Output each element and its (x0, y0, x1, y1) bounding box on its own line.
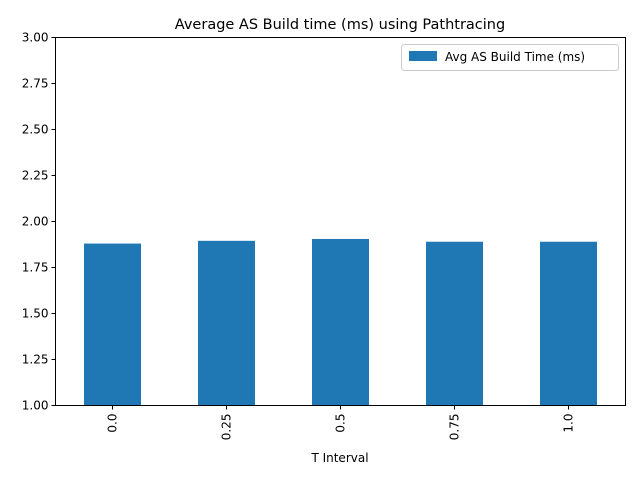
bar-0.5 (312, 238, 369, 406)
x-tick-label: 0.5 (334, 414, 348, 433)
bar-0.75 (426, 241, 483, 406)
bars-group (84, 238, 597, 406)
y-axis: 1.00 1.25 1.50 1.75 2.00 2.25 2.50 2.75 3.00 (22, 31, 56, 413)
x-tick-label: 0.25 (220, 414, 234, 441)
bar-0.25 (198, 240, 255, 406)
legend-swatch (409, 51, 437, 61)
y-tick-label: 3.00 (22, 31, 49, 45)
y-tick-label: 1.75 (22, 261, 49, 275)
x-axis: 0.0 0.25 0.5 0.75 1.0 (106, 405, 576, 441)
x-tick-label: 0.0 (106, 414, 120, 433)
y-tick-label: 2.75 (22, 77, 49, 91)
y-tick-label: 2.00 (22, 215, 49, 229)
y-tick-label: 2.50 (22, 123, 49, 137)
x-axis-title: T Interval (310, 451, 368, 465)
chart-title: Average AS Build time (ms) using Pathtra… (175, 17, 505, 33)
legend: Avg AS Build Time (ms) (401, 44, 619, 71)
y-tick-label: 1.50 (22, 307, 49, 321)
x-tick-label: 1.0 (562, 414, 576, 433)
bar-1.0 (540, 241, 597, 406)
x-tick-label: 0.75 (448, 414, 462, 441)
legend-label: Avg AS Build Time (ms) (445, 50, 585, 64)
y-tick-label: 2.25 (22, 169, 49, 183)
y-tick-label: 1.00 (22, 399, 49, 413)
legend-box (401, 44, 619, 71)
bar-0.0 (84, 243, 141, 406)
plot-frame (55, 37, 626, 406)
y-tick-label: 1.25 (22, 353, 49, 367)
